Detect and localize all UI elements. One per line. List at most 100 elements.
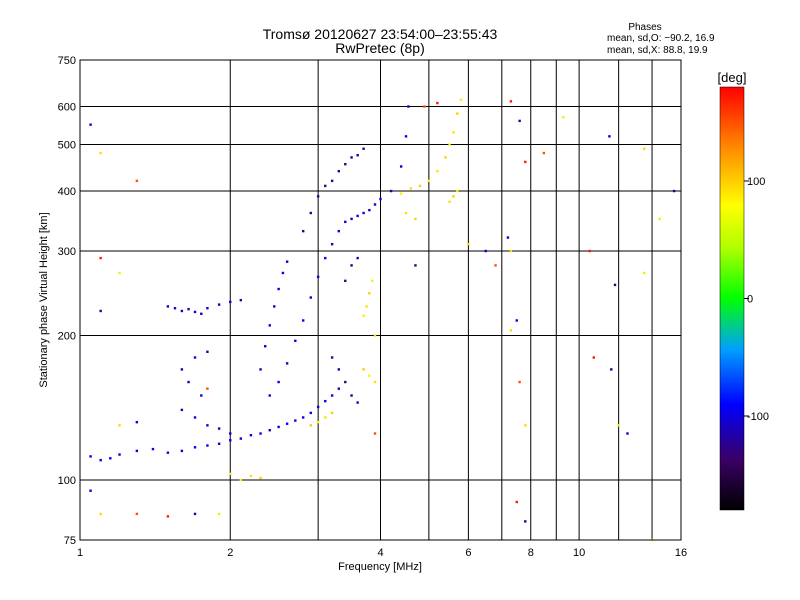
data-point bbox=[452, 195, 455, 198]
chart-title: Tromsø 20120627 23:54:00–23:55:43 bbox=[262, 26, 498, 42]
data-point bbox=[518, 119, 521, 123]
data-point bbox=[206, 350, 209, 353]
data-point bbox=[301, 229, 305, 233]
data-point bbox=[542, 151, 546, 155]
data-point bbox=[118, 424, 121, 427]
phase-colorbar bbox=[719, 86, 745, 511]
data-point bbox=[344, 380, 347, 384]
x-tick-label: 16 bbox=[675, 547, 687, 559]
data-point bbox=[515, 319, 518, 322]
data-point bbox=[379, 197, 382, 201]
data-point bbox=[187, 380, 190, 384]
data-point bbox=[173, 307, 177, 310]
data-point bbox=[239, 478, 243, 482]
data-point bbox=[135, 512, 139, 516]
data-point bbox=[642, 147, 646, 150]
data-point bbox=[180, 368, 184, 371]
data-point bbox=[362, 211, 365, 215]
data-point bbox=[239, 437, 243, 440]
data-point bbox=[180, 408, 184, 412]
colorbar-tick-label: 0 bbox=[747, 294, 753, 306]
data-point bbox=[399, 192, 403, 195]
data-point bbox=[166, 515, 170, 518]
plot-frame bbox=[79, 59, 682, 541]
data-point bbox=[356, 256, 359, 260]
data-point bbox=[89, 123, 92, 126]
data-point bbox=[285, 422, 289, 425]
x-tick-label: 8 bbox=[528, 547, 534, 559]
data-point bbox=[330, 411, 334, 415]
data-point bbox=[368, 292, 371, 295]
phase-legend-x-mode: mean, sd,X: 88.8, 19.9 bbox=[607, 45, 708, 56]
data-point bbox=[456, 112, 459, 115]
data-point bbox=[407, 105, 410, 108]
data-point bbox=[166, 305, 170, 308]
data-point bbox=[373, 334, 377, 337]
data-point bbox=[456, 189, 459, 193]
data-point bbox=[337, 387, 341, 390]
data-point bbox=[365, 305, 368, 308]
data-point bbox=[239, 298, 243, 302]
data-point bbox=[518, 380, 521, 384]
axes: 1 2 4 6 8 10 16 75 100 200 300 400 500 600 750 bbox=[58, 55, 687, 559]
data-point bbox=[524, 160, 527, 164]
data-point bbox=[506, 236, 510, 239]
colorbar-label: [deg] bbox=[718, 70, 747, 85]
data-point bbox=[277, 287, 280, 291]
data-point bbox=[99, 309, 102, 313]
data-point bbox=[268, 324, 271, 327]
data-point bbox=[362, 314, 365, 317]
data-point bbox=[89, 489, 92, 492]
data-point bbox=[324, 416, 327, 419]
data-point bbox=[509, 100, 513, 103]
data-point bbox=[399, 165, 403, 168]
data-point bbox=[294, 339, 297, 343]
data-point bbox=[309, 424, 312, 427]
data-point bbox=[436, 169, 439, 173]
data-points bbox=[89, 98, 676, 542]
data-point bbox=[206, 424, 209, 427]
data-point bbox=[229, 472, 232, 476]
data-point bbox=[414, 264, 417, 267]
data-point bbox=[448, 143, 451, 146]
data-point bbox=[414, 217, 417, 221]
data-point bbox=[324, 256, 327, 260]
data-point bbox=[330, 242, 334, 246]
data-point bbox=[356, 214, 359, 218]
data-point bbox=[206, 444, 209, 447]
data-point bbox=[610, 368, 613, 371]
data-point bbox=[206, 387, 209, 390]
data-point bbox=[418, 184, 422, 188]
data-point bbox=[642, 271, 646, 275]
data-point bbox=[294, 419, 297, 422]
data-point bbox=[368, 208, 371, 212]
data-point bbox=[409, 187, 412, 190]
data-point bbox=[249, 433, 253, 437]
data-point bbox=[509, 249, 513, 253]
data-point bbox=[193, 356, 197, 359]
data-point bbox=[99, 151, 102, 155]
data-point bbox=[264, 345, 267, 348]
data-point bbox=[316, 195, 320, 198]
y-tick-label: 400 bbox=[58, 186, 76, 198]
data-point bbox=[427, 179, 431, 183]
data-point bbox=[200, 312, 203, 315]
data-point bbox=[206, 307, 209, 310]
data-point bbox=[368, 374, 371, 377]
data-point bbox=[268, 429, 271, 432]
data-point bbox=[350, 394, 353, 397]
data-point bbox=[330, 356, 334, 359]
data-point bbox=[135, 449, 139, 453]
y-tick-label: 300 bbox=[58, 246, 76, 258]
data-point bbox=[151, 447, 155, 451]
grid bbox=[80, 60, 681, 540]
data-point bbox=[484, 249, 487, 253]
data-point bbox=[459, 98, 463, 101]
data-point bbox=[389, 189, 393, 193]
data-point bbox=[193, 416, 197, 419]
data-point bbox=[337, 169, 341, 173]
data-point bbox=[608, 135, 611, 138]
data-point bbox=[337, 368, 341, 371]
data-point bbox=[273, 305, 276, 308]
data-point bbox=[371, 279, 374, 283]
